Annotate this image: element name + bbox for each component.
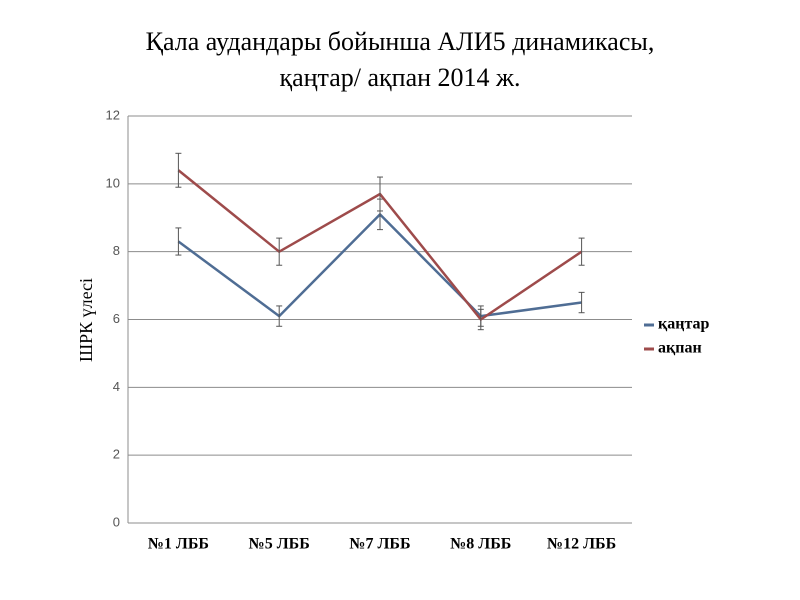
error-bar [276,305,283,327]
y-tick-label: 2 [113,447,120,462]
error-bar [578,291,585,314]
y-tick-label: 0 [113,514,120,529]
chart-title: Қала аудандары бойынша АЛИ5 динамикасы, [146,27,655,56]
legend-label: қаңтар [658,316,709,333]
x-tick-label: №7 ЛББ [349,536,410,553]
error-bar [477,308,484,331]
y-tick-label: 12 [106,107,120,122]
x-tick-label: №1 ЛББ [148,536,209,553]
legend-label: ақпан [658,340,702,357]
chart-title: қаңтар/ ақпан 2014 ж. [279,63,520,92]
error-bar [175,152,182,188]
error-bar [578,237,585,266]
y-tick-label: 10 [106,175,120,190]
y-tick-label: 4 [113,379,120,394]
x-tick-label: №12 ЛББ [547,536,616,553]
x-tick-label: №5 ЛББ [249,536,310,553]
error-bar [377,176,383,212]
x-tick-label: №8 ЛББ [450,536,511,553]
y-axis-label: ШРК үлесі [76,278,96,362]
y-tick-label: 8 [113,243,120,258]
error-bar [175,227,182,256]
y-tick-label: 6 [113,311,120,326]
error-bar [276,237,283,266]
